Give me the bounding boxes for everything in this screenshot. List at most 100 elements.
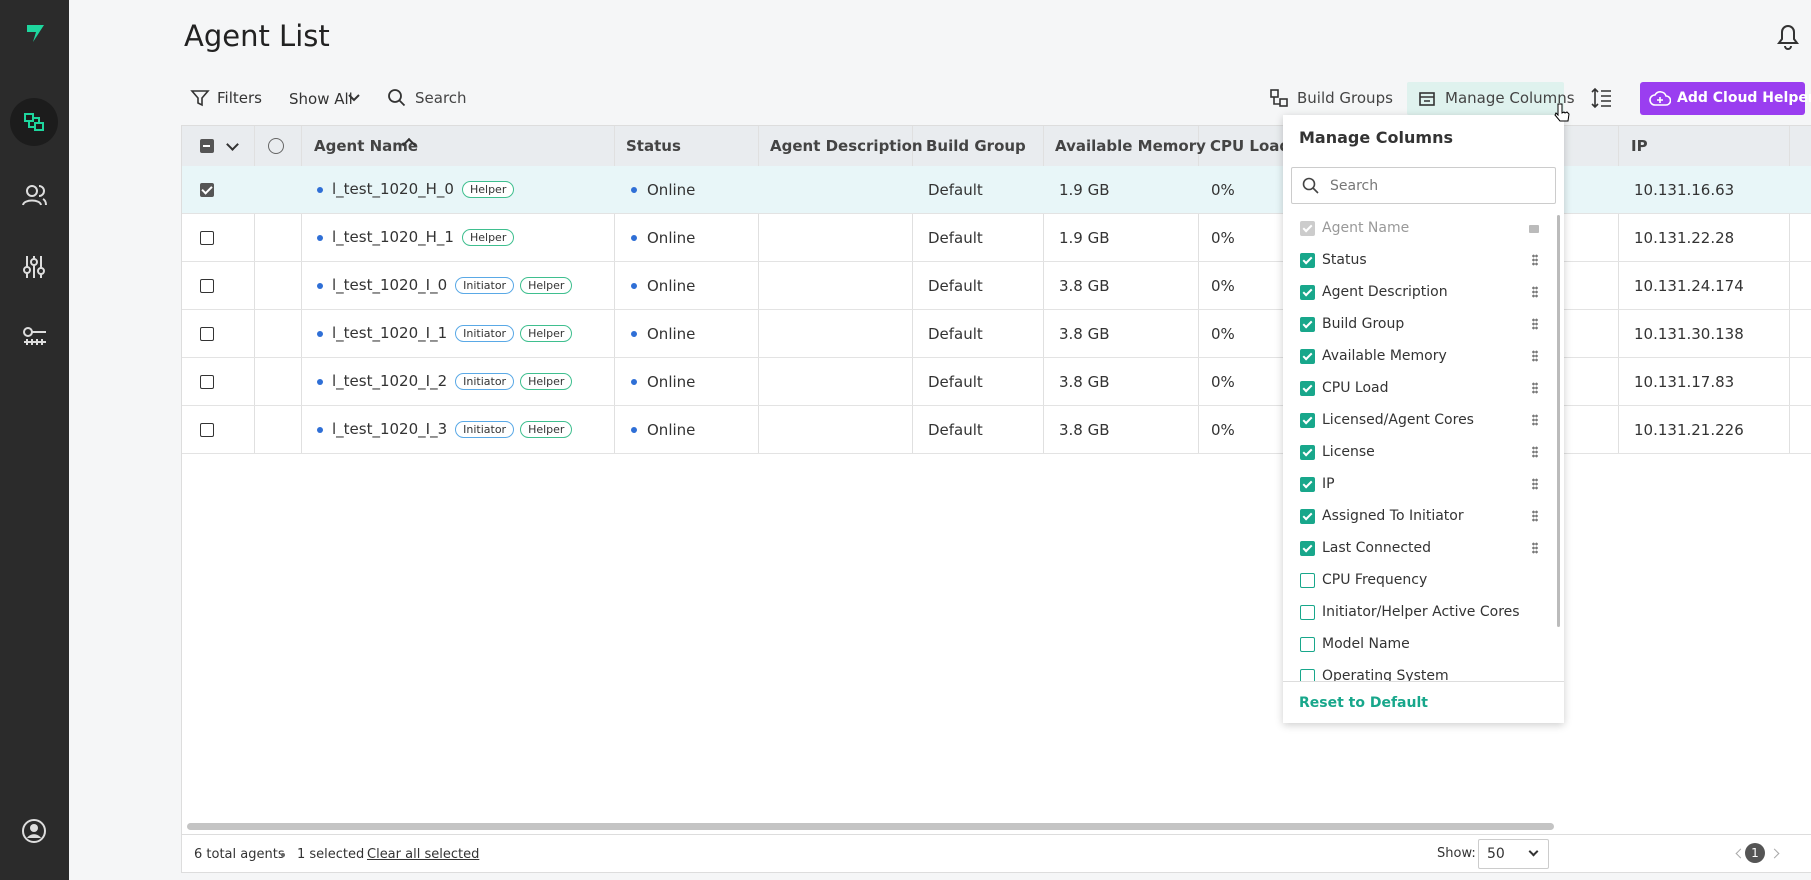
column-checkbox[interactable] [1300,445,1315,460]
check [201,183,212,194]
status-dot [317,283,323,289]
column-checkbox[interactable] [1300,317,1315,332]
nav-profile[interactable] [21,818,47,844]
table-row[interactable]: l_test_1020_H_0HelperOnlineDefault1.9 GB… [182,166,1811,214]
status-dot [631,235,637,241]
column-checkbox[interactable] [1300,573,1315,588]
page-size-select[interactable]: 50 [1478,839,1549,869]
column-checkbox[interactable] [1300,477,1315,492]
memory: 3.8 GB [1059,324,1110,344]
build-groups-button[interactable]: Build Groups [1297,88,1393,108]
page-title: Agent List [184,16,330,56]
total-agents: 6 total agents [194,846,285,864]
row-checkbox[interactable] [200,375,214,389]
drag-handle[interactable] [1532,350,1538,362]
column-checkbox[interactable] [1300,381,1315,396]
manage-columns-button[interactable]: Manage Columns [1407,82,1564,115]
chevron [348,93,360,103]
next-page[interactable] [1770,849,1780,859]
column-header[interactable]: IP [1631,136,1648,156]
status: Online [647,324,695,344]
density-button[interactable] [1591,87,1613,109]
drag-handle[interactable] [1532,254,1538,266]
show-dropdown[interactable]: Show All [289,89,353,109]
build-group: Default [928,276,983,296]
agent-tag: Initiator [455,277,514,294]
agent-name: l_test_1020_H_1 [332,227,454,247]
filters-button[interactable]: Filters [217,88,262,108]
ip: 10.131.21.226 [1634,420,1744,440]
column-header[interactable]: Build Group [926,136,1026,156]
info-icon [268,138,284,154]
agent-tag: Helper [520,325,572,342]
column-option: Model Name [1322,634,1410,654]
horizontal-scrollbar[interactable] [187,823,1554,830]
cpu-load: 0% [1211,372,1235,392]
prev-page[interactable] [1736,849,1746,859]
ip: 10.131.24.174 [1634,276,1744,296]
select-all-checkbox[interactable] [200,139,214,153]
drag-handle[interactable] [1532,478,1538,490]
status-dot [317,235,323,241]
table-row[interactable]: l_test_1020_I_0InitiatorHelperOnlineDefa… [182,262,1811,310]
column-header[interactable]: Available Memory [1055,136,1206,156]
row-checkbox[interactable] [200,423,214,437]
build-group: Default [928,372,983,392]
column-checkbox[interactable] [1300,637,1315,652]
row-checkbox[interactable] [200,279,214,293]
column-checkbox[interactable] [1300,541,1315,556]
check [1303,255,1313,265]
column-header[interactable]: Status [626,136,681,156]
search-input[interactable]: Search [415,88,467,108]
nav-agents[interactable] [10,98,58,146]
row-checkbox[interactable] [200,327,214,341]
drag-handle[interactable] [1532,510,1538,522]
status-dot [317,331,323,337]
build-groups-icon [1269,88,1289,108]
row-checkbox[interactable] [200,231,214,245]
drag-handle[interactable] [1532,446,1538,458]
drag-handle[interactable] [1532,414,1538,426]
table-row[interactable]: l_test_1020_I_3InitiatorHelperOnlineDefa… [182,406,1811,454]
column-checkbox[interactable] [1300,285,1315,300]
status: Online [647,228,695,248]
add-cloud-helpers-button[interactable]: Add Cloud Helpers [1640,82,1805,115]
column-checkbox[interactable] [1300,253,1315,268]
column-checkbox[interactable] [1300,509,1315,524]
table-row[interactable]: l_test_1020_H_1HelperOnlineDefault1.9 GB… [182,214,1811,262]
notifications[interactable] [1775,21,1801,51]
reset-to-default[interactable]: Reset to Default [1299,693,1428,713]
drag-handle[interactable] [1532,318,1538,330]
column-checkbox[interactable] [1300,669,1315,681]
column-header[interactable]: CPU Load [1210,136,1290,156]
agent-name: l_test_1020_I_0 [332,275,447,295]
status: Online [647,420,695,440]
agent-table: Agent Name Status Agent DescriptionBuild G… [181,125,1811,873]
cpu-load: 0% [1211,420,1235,440]
row-checkbox[interactable] [200,183,214,197]
column-checkbox[interactable] [1300,413,1315,428]
drag-handle[interactable] [1532,542,1538,554]
status-dot [631,187,637,193]
table-footer: 6 total agents1 selectedClear all select… [182,834,1811,873]
column-option: Available Memory [1322,346,1447,366]
menu-search[interactable]: Search [1291,167,1556,204]
column-option: Agent Name [1322,218,1409,238]
column-checkbox[interactable] [1300,349,1315,364]
drag-handle[interactable] [1532,286,1538,298]
search-icon [387,88,407,108]
column-checkbox[interactable] [1300,605,1315,620]
table-row[interactable]: l_test_1020_I_2InitiatorHelperOnlineDefa… [182,358,1811,406]
nav-keys[interactable] [22,326,48,348]
check [1303,479,1313,489]
clear-selection[interactable]: Clear all selected [367,846,479,864]
table-row[interactable]: l_test_1020_I_1InitiatorHelperOnlineDefa… [182,310,1811,358]
current-page[interactable]: 1 [1745,843,1765,863]
column-option: Last Connected [1322,538,1431,558]
column-header[interactable]: Agent Description [770,136,923,156]
nav-users[interactable] [22,183,48,207]
check [1303,383,1313,393]
drag-handle[interactable] [1532,382,1538,394]
build-group: Default [928,420,983,440]
nav-settings[interactable] [22,254,46,280]
